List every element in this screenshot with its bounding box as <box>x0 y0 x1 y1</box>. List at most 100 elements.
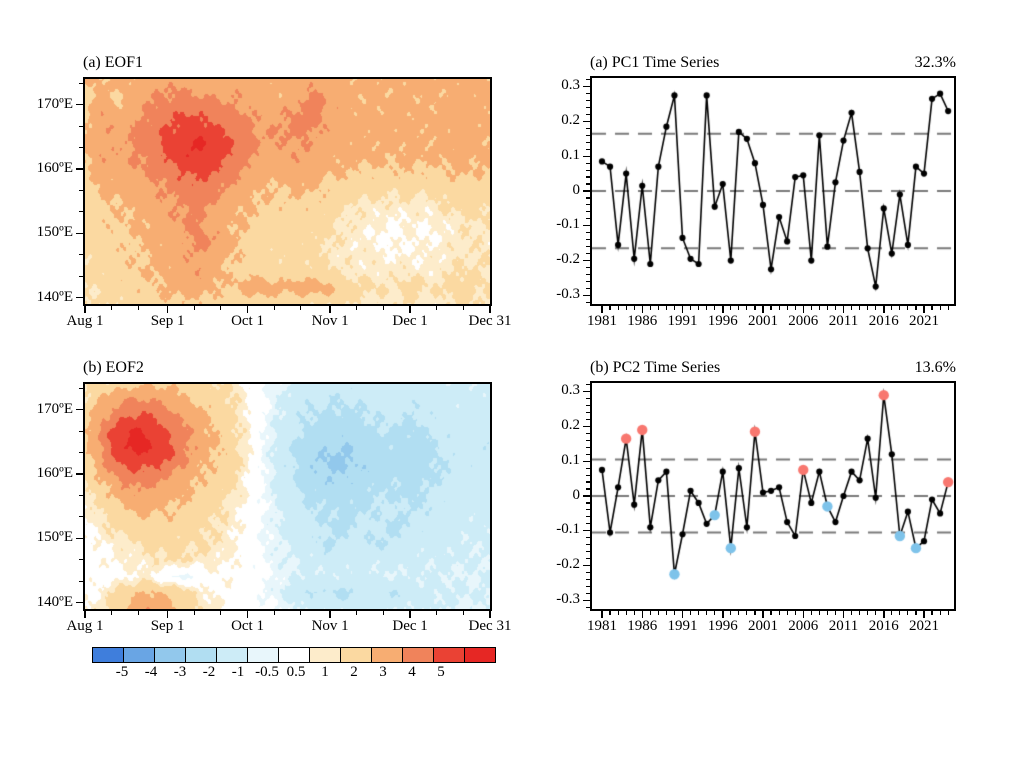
pc1-x-tick <box>883 306 885 313</box>
pc2-x-tick <box>850 611 853 615</box>
pc1-y-tick <box>583 120 590 123</box>
pc2-y-minor-tick <box>586 544 590 546</box>
pc1-y-minor-tick <box>586 141 590 143</box>
pc1-y-minor-tick <box>586 113 590 116</box>
eof2-x-tick-label: Dec 31 <box>468 618 512 634</box>
eof1-x-minor-tick <box>220 306 222 310</box>
pc1-y-minor-tick <box>586 266 590 269</box>
eof2-y-minor-tick <box>79 430 83 432</box>
pc2-chart-canvas <box>592 383 954 609</box>
pc2-y-minor-tick <box>586 578 590 581</box>
colorbar-tick-label: 5 <box>437 664 445 680</box>
eof2-x-tick <box>166 611 169 618</box>
colorbar-cell <box>247 647 279 663</box>
eof1-x-minor-tick <box>111 306 113 310</box>
pc1-y-minor-tick <box>586 252 590 255</box>
pc1-y-minor-tick <box>586 301 590 303</box>
pc2-y-minor-tick <box>586 467 590 469</box>
pc2-y-minor-tick <box>586 411 590 414</box>
pc1-x-tick <box>778 306 780 310</box>
pc1-x-tick <box>746 306 748 310</box>
pc1-x-tick <box>601 306 603 313</box>
pc1-x-tick <box>794 306 796 310</box>
pc2-y-tick <box>583 599 590 601</box>
eof2-x-minor-tick <box>382 611 384 615</box>
pc2-x-tick <box>915 611 917 615</box>
pc2-x-tick <box>601 611 603 618</box>
eof2-y-minor-tick <box>79 451 83 454</box>
pc1-y-tick-label: 0.3 <box>561 77 580 94</box>
pc1-x-tick <box>762 306 764 313</box>
pc2-x-tick <box>633 611 635 615</box>
pc2-y-tick <box>583 460 590 462</box>
pc1-x-tick <box>617 306 619 310</box>
pc2-y-tick-label: -0.2 <box>556 556 580 573</box>
pc2-y-minor-tick <box>586 405 590 407</box>
eof2-y-tick-label: 150ºE <box>36 529 73 546</box>
pc1-y-tick-label: -0.1 <box>556 216 580 233</box>
pc2-y-minor-tick <box>586 418 590 421</box>
eof1-x-tick-label: Dec 1 <box>392 313 428 329</box>
pc1-x-tick <box>899 306 901 310</box>
pc2-y-minor-tick <box>586 537 590 539</box>
pc1-x-tick <box>842 306 845 313</box>
pc2-x-tick <box>794 611 796 615</box>
pc2-y-minor-tick <box>586 446 590 448</box>
pc1-y-minor-tick <box>586 273 590 276</box>
pc1-y-minor-tick <box>586 211 590 213</box>
eof2-x-minor-tick <box>436 611 438 615</box>
colorbar-tick-label: 0.5 <box>286 664 306 680</box>
colorbar-tick-label: 1 <box>321 664 329 680</box>
pc1-x-tick <box>714 306 716 310</box>
pc1-y-minor-tick <box>586 148 590 150</box>
pc2-y-minor-tick <box>586 592 590 594</box>
pc2-x-tick <box>826 611 828 615</box>
pc1-x-tick <box>770 306 772 310</box>
pc1-x-tick <box>730 306 732 310</box>
pc1-chart-canvas <box>592 78 954 304</box>
eof2-x-tick <box>246 611 249 618</box>
pc2-x-tick <box>730 611 732 615</box>
colorbar-cell <box>433 647 465 663</box>
pc1-y-minor-tick <box>586 232 590 234</box>
eof1-y-minor-tick <box>79 146 83 149</box>
eof1-x-minor-tick <box>436 306 438 310</box>
eof2-x-tick <box>84 611 86 618</box>
colorbar-tick-label: -2 <box>202 664 216 680</box>
eof1-y-minor-tick <box>79 254 83 256</box>
pc1-y-tick <box>583 259 590 262</box>
pc1-x-tick <box>673 306 676 310</box>
pc1-y-minor-tick <box>586 246 590 248</box>
pc1-y-minor-tick <box>586 93 590 95</box>
pc2-y-minor-tick <box>586 551 590 553</box>
eof2-y-minor-tick <box>79 580 83 582</box>
pc1-x-tick <box>818 306 820 310</box>
pc2-x-tick <box>818 611 820 615</box>
pc2-x-tick <box>641 611 644 618</box>
eof1-y-tick-label: 140ºE <box>36 288 73 305</box>
eof1-plot <box>83 77 492 306</box>
pc2-x-tick-label: 2001 <box>748 618 778 634</box>
eof1-x-tick-label: Aug 1 <box>66 313 104 329</box>
eof1-x-tick <box>409 306 411 313</box>
pc1-x-tick <box>689 306 692 310</box>
pc1-x-tick <box>923 306 925 313</box>
pc2-x-tick <box>657 611 659 615</box>
pc1-y-minor-tick <box>586 127 590 129</box>
pc1-x-tick <box>681 306 684 313</box>
pc2-title: (b) PC2 Time Series <box>590 359 721 376</box>
eof2-x-tick <box>489 611 491 618</box>
eof1-x-tick-label: Dec 31 <box>468 313 512 329</box>
eof1-x-minor-tick <box>193 306 195 310</box>
pc1-x-tick-label: 2006 <box>788 313 819 329</box>
colorbar-cell <box>371 647 403 663</box>
eof2-x-tick <box>409 611 411 618</box>
pc1-x-tick <box>826 306 828 310</box>
pc2-y-minor-tick <box>586 502 590 504</box>
pc1-x-tick <box>850 306 853 310</box>
pc1-x-tick <box>802 306 805 313</box>
eof2-y-minor-tick <box>79 494 83 496</box>
pc1-y-minor-tick <box>586 204 590 206</box>
pc1-x-tick-label: 1981 <box>587 313 617 329</box>
eof1-x-tick-label: Sep 1 <box>150 313 185 329</box>
